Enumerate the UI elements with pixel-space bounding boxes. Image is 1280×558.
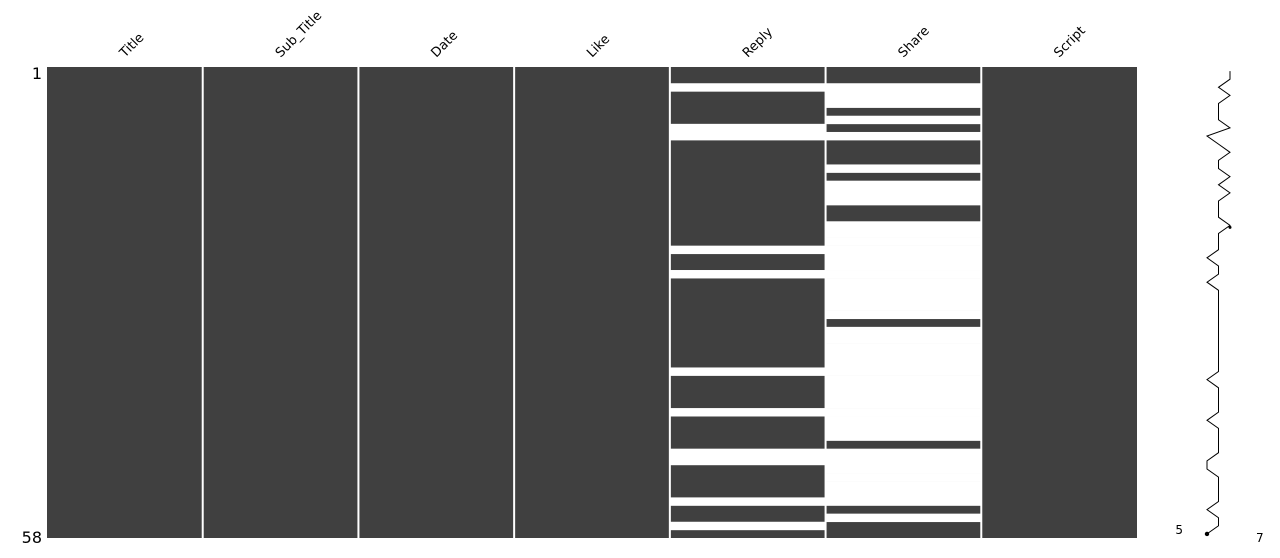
missing-cell	[825, 391, 982, 401]
row-label-top: 1	[32, 64, 42, 83]
missing-cell	[825, 464, 982, 474]
missing-cell	[825, 424, 982, 433]
missing-cell	[669, 521, 826, 531]
missing-cell	[825, 180, 982, 190]
column-label-like: Like	[584, 32, 613, 61]
missing-cell	[825, 513, 982, 523]
missing-cell	[825, 334, 982, 344]
missing-cell	[825, 416, 982, 425]
column-labels: Title Sub_Title Date Like Reply Share Script	[116, 8, 1088, 61]
missing-cell	[825, 286, 982, 295]
missing-cell	[825, 302, 982, 311]
column-label-script: Script	[1051, 24, 1088, 61]
sparkline: 57	[1175, 71, 1264, 545]
missing-cell	[825, 383, 982, 393]
missing-cell	[825, 131, 982, 141]
missing-cell	[825, 83, 982, 92]
missing-cell	[825, 489, 982, 498]
missing-cell	[825, 473, 982, 482]
missing-cell	[825, 432, 982, 441]
missing-cell	[825, 456, 982, 466]
missing-cell	[825, 245, 982, 255]
missing-cell	[825, 448, 982, 458]
missing-cell	[825, 253, 982, 263]
sparkline-max-label: 7	[1256, 531, 1264, 545]
missing-cell	[825, 408, 982, 417]
missing-cell	[669, 131, 826, 141]
missing-cell	[825, 99, 982, 108]
missing-cell	[825, 399, 982, 409]
missing-cell	[825, 164, 982, 173]
missing-cell	[825, 91, 982, 100]
missing-cell	[669, 408, 826, 417]
missing-cell	[825, 351, 982, 360]
missing-cell	[669, 245, 826, 255]
missing-cell	[825, 481, 982, 490]
sparkline-line	[1205, 71, 1232, 535]
missing-cell	[825, 310, 982, 320]
missing-cell	[669, 123, 826, 133]
missing-cell	[825, 270, 982, 279]
column-present-like	[514, 67, 670, 538]
column-present-date	[358, 67, 515, 538]
missing-cell	[825, 497, 982, 506]
column-label-title: Title	[116, 31, 147, 62]
missing-cell	[825, 278, 982, 287]
missing-cell	[825, 294, 982, 303]
sparkline-min-marker	[1204, 531, 1210, 537]
missing-cell	[825, 359, 982, 368]
missing-cell	[669, 456, 826, 466]
sparkline-max-marker	[1228, 225, 1232, 229]
missing-cell	[825, 375, 982, 385]
missing-cell	[669, 83, 826, 92]
column-label-reply: Reply	[740, 25, 776, 61]
missing-cell	[825, 261, 982, 271]
missing-cell	[825, 237, 982, 246]
missing-cell	[669, 448, 826, 458]
matrix-area	[47, 67, 1137, 538]
missing-cell	[825, 115, 982, 125]
missing-cell	[825, 196, 982, 206]
missing-cell	[669, 497, 826, 506]
column-label-date: Date	[429, 28, 462, 61]
missing-cell	[825, 326, 982, 336]
missing-cell	[825, 367, 982, 376]
sparkline-min-label: 5	[1175, 523, 1183, 537]
missing-cell	[825, 221, 982, 230]
column-separators	[201, 67, 983, 538]
column-label-sub-title: Sub_Title	[273, 8, 325, 60]
column-present-script	[981, 67, 1137, 538]
row-label-bottom: 58	[22, 528, 42, 547]
column-present-sub-title	[202, 67, 359, 538]
missing-cell	[825, 343, 982, 352]
column-present-title	[47, 67, 203, 538]
missing-cell	[825, 188, 982, 198]
missing-cell	[825, 229, 982, 238]
column-label-share: Share	[896, 24, 933, 61]
missing-cell	[669, 270, 826, 279]
missing-cell	[669, 367, 826, 376]
